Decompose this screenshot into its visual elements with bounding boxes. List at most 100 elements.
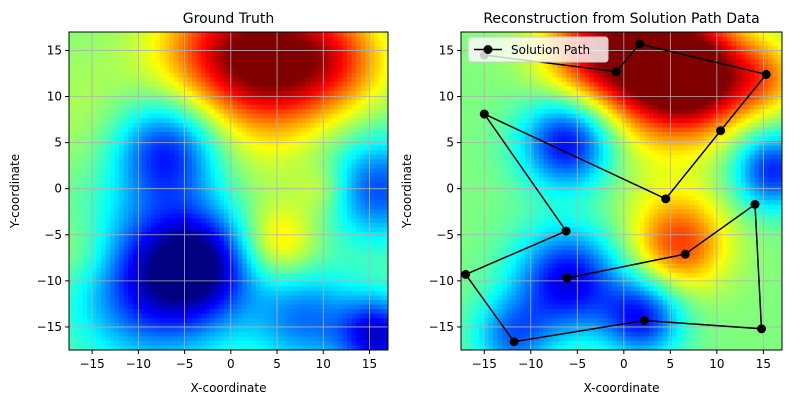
heatmap-cell bbox=[174, 246, 179, 251]
heatmap-cell bbox=[461, 87, 466, 92]
heatmap-cell bbox=[87, 291, 92, 296]
heatmap-cell bbox=[110, 46, 115, 51]
heatmap-cell bbox=[74, 341, 79, 346]
heatmap-cell bbox=[260, 37, 265, 42]
heatmap-cell bbox=[224, 259, 229, 264]
heatmap-cell bbox=[315, 146, 320, 151]
heatmap-cell bbox=[110, 341, 115, 346]
heatmap-cell bbox=[224, 123, 229, 128]
heatmap-cell bbox=[320, 300, 325, 305]
heatmap-cell bbox=[233, 32, 238, 37]
heatmap-cell bbox=[329, 59, 334, 64]
heatmap-cell bbox=[178, 50, 183, 55]
heatmap-cell bbox=[192, 105, 197, 110]
heatmap-cell bbox=[333, 268, 338, 273]
heatmap-cell bbox=[87, 46, 92, 51]
heatmap-cell bbox=[265, 55, 270, 60]
heatmap-cell bbox=[187, 182, 192, 187]
heatmap-cell bbox=[283, 105, 288, 110]
heatmap-cell bbox=[110, 277, 115, 282]
heatmap-cell bbox=[379, 241, 384, 246]
heatmap-cell bbox=[233, 241, 238, 246]
heatmap-cell bbox=[115, 259, 120, 264]
heatmap-cell bbox=[151, 132, 156, 137]
heatmap-cell bbox=[201, 314, 206, 319]
heatmap-cell bbox=[160, 282, 165, 287]
heatmap-cell bbox=[370, 327, 375, 332]
heatmap-cell bbox=[347, 136, 352, 141]
heatmap-cell bbox=[74, 336, 79, 341]
heatmap-cell bbox=[133, 55, 138, 60]
heatmap-cell bbox=[352, 146, 357, 151]
heatmap-cell bbox=[124, 341, 129, 346]
heatmap-cell bbox=[201, 123, 206, 128]
heatmap-cell bbox=[92, 82, 97, 87]
heatmap-cell bbox=[146, 59, 151, 64]
heatmap-cell bbox=[160, 41, 165, 46]
heatmap-cell bbox=[133, 73, 138, 78]
heatmap-cell bbox=[110, 227, 115, 232]
heatmap-cell bbox=[251, 250, 256, 255]
heatmap-cell bbox=[187, 241, 192, 246]
heatmap-cell bbox=[233, 155, 238, 160]
heatmap-cell bbox=[192, 182, 197, 187]
heatmap-cell bbox=[128, 291, 133, 296]
heatmap-cell bbox=[461, 177, 466, 182]
heatmap-cell bbox=[306, 32, 311, 37]
heatmap-cell bbox=[238, 223, 243, 228]
heatmap-cell bbox=[201, 246, 206, 251]
heatmap-cell bbox=[169, 246, 174, 251]
heatmap-cell bbox=[306, 282, 311, 287]
heatmap-cell bbox=[320, 59, 325, 64]
heatmap-cell bbox=[83, 177, 88, 182]
heatmap-cell bbox=[320, 259, 325, 264]
heatmap-cell bbox=[83, 168, 88, 173]
heatmap-cell bbox=[292, 255, 297, 260]
heatmap-cell bbox=[260, 209, 265, 214]
heatmap-cell bbox=[119, 191, 124, 196]
heatmap-cell bbox=[142, 146, 147, 151]
heatmap-cell bbox=[315, 282, 320, 287]
heatmap-cell bbox=[361, 177, 366, 182]
heatmap-cell bbox=[187, 314, 192, 319]
heatmap-cell bbox=[333, 32, 338, 37]
heatmap-cell bbox=[333, 255, 338, 260]
heatmap-cell bbox=[233, 109, 238, 114]
heatmap-cell bbox=[78, 123, 83, 128]
heatmap-cell bbox=[124, 227, 129, 232]
heatmap-cell bbox=[96, 314, 101, 319]
heatmap-cell bbox=[115, 68, 120, 73]
heatmap-cell bbox=[124, 59, 129, 64]
heatmap-cell bbox=[256, 336, 261, 341]
heatmap-cell bbox=[270, 291, 275, 296]
heatmap-cell bbox=[242, 341, 247, 346]
heatmap-cell bbox=[338, 227, 343, 232]
heatmap-cell bbox=[301, 114, 306, 119]
heatmap-cell bbox=[320, 291, 325, 296]
heatmap-cell bbox=[210, 196, 215, 201]
heatmap-cell bbox=[110, 118, 115, 123]
heatmap-cell bbox=[306, 318, 311, 323]
heatmap-cell bbox=[92, 255, 97, 260]
heatmap-cell bbox=[283, 177, 288, 182]
heatmap-cell bbox=[461, 132, 466, 137]
heatmap-cell bbox=[320, 286, 325, 291]
heatmap-cell bbox=[219, 291, 224, 296]
heatmap-cell bbox=[197, 341, 202, 346]
heatmap-cell bbox=[110, 209, 115, 214]
heatmap-cell bbox=[105, 114, 110, 119]
heatmap-cell bbox=[315, 246, 320, 251]
heatmap-cell bbox=[242, 300, 247, 305]
heatmap-cell bbox=[288, 105, 293, 110]
heatmap-cell bbox=[338, 205, 343, 210]
heatmap-cell bbox=[174, 123, 179, 128]
heatmap-cell bbox=[69, 46, 74, 51]
heatmap-cell bbox=[224, 327, 229, 332]
heatmap-cell bbox=[74, 286, 79, 291]
heatmap-cell bbox=[197, 295, 202, 300]
heatmap-cell bbox=[370, 64, 375, 69]
heatmap-cell bbox=[206, 41, 211, 46]
heatmap-cell bbox=[361, 159, 366, 164]
heatmap-cell bbox=[96, 105, 101, 110]
heatmap-cell bbox=[101, 205, 106, 210]
